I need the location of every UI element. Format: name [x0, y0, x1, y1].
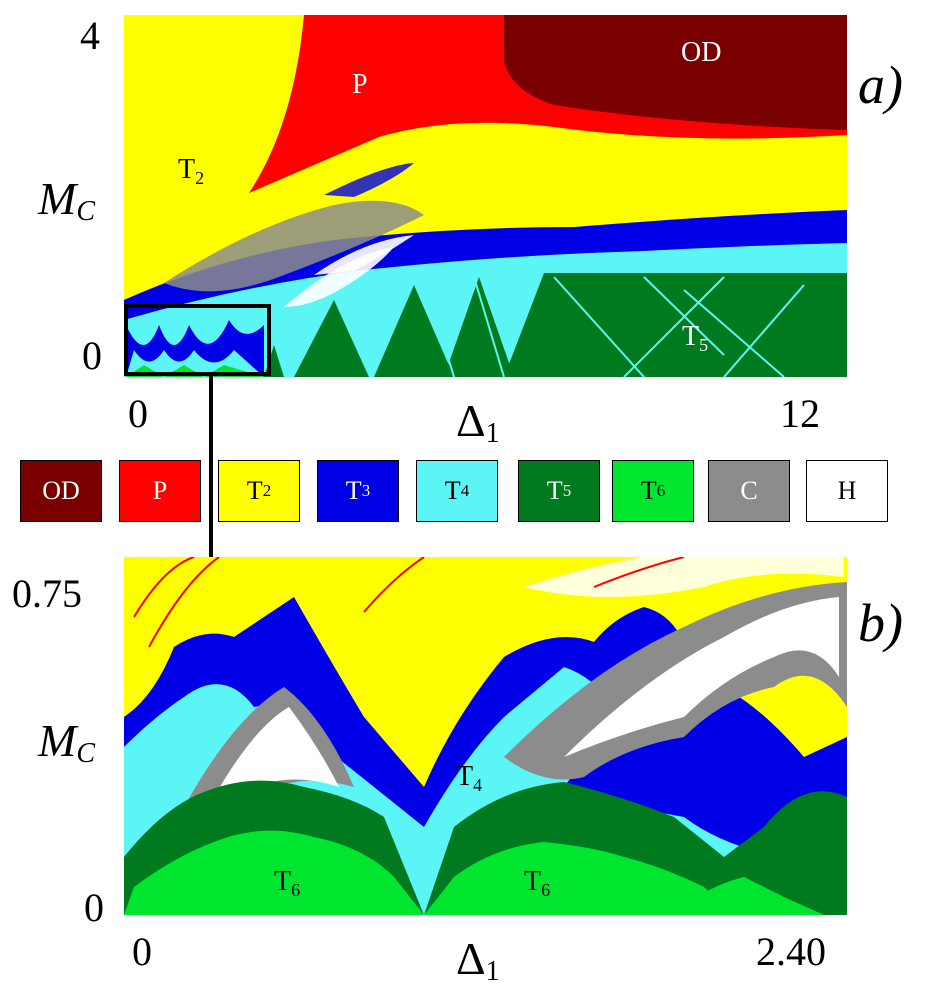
red-arcs-b: [133, 557, 685, 648]
region-H-a-2: [314, 235, 414, 275]
x-tick-right-b: 2.40: [756, 929, 826, 974]
y-tick-top-b: 0.75: [12, 571, 82, 616]
region-P-a: [249, 15, 847, 193]
region-label-t6-b-left: T6: [274, 866, 300, 900]
x-axis-label-a: Δ1: [456, 395, 500, 449]
diagonal-lines-a: [423, 276, 805, 377]
legend-item-od: OD: [20, 460, 102, 522]
heatmap-b: T4 T6 T6: [124, 557, 847, 915]
x-tick-right-a: 12: [780, 391, 820, 436]
region-label-t4-b: T4: [456, 761, 482, 795]
zoom-inset-box: [124, 304, 271, 376]
legend-item-p: P: [119, 460, 201, 522]
region-label-p: P: [352, 69, 368, 100]
region-T6-b-left: [124, 830, 424, 915]
region-OD-a: [504, 15, 847, 130]
x-tick-left-a: 0: [128, 391, 148, 436]
region-label-t2-a: T2: [178, 154, 204, 188]
region-label-t5-a: T5: [682, 321, 708, 355]
y-axis-label-b: MC: [38, 715, 96, 769]
region-label-t6-b-right: T6: [524, 866, 550, 900]
x-axis-label-b: Δ1: [456, 933, 500, 987]
legend-item-c: C: [708, 460, 790, 522]
legend-item-h: H: [806, 460, 888, 522]
region-T6-b-right: [674, 877, 824, 915]
region-H-b-top: [524, 557, 844, 597]
zoom-connector-line: [209, 375, 213, 565]
region-T6-b-mid: [424, 842, 734, 915]
region-H-b-right: [564, 597, 839, 757]
x-tick-left-b: 0: [132, 929, 152, 974]
y-axis-label-a: MC: [38, 173, 96, 227]
region-C-a: [164, 200, 424, 292]
region-H-b-left: [214, 707, 339, 797]
region-label-od: OD: [681, 37, 721, 68]
panel-label-a: a): [858, 55, 903, 115]
panel-label-b: b): [858, 593, 903, 653]
heatmap-a: OD P T2 T5: [124, 15, 847, 377]
blue-streak-a: [324, 163, 414, 197]
y-tick-bottom-b: 0: [84, 885, 104, 930]
y-tick-top-a: 4: [80, 13, 100, 58]
y-tick-bottom-a: 0: [82, 333, 102, 378]
